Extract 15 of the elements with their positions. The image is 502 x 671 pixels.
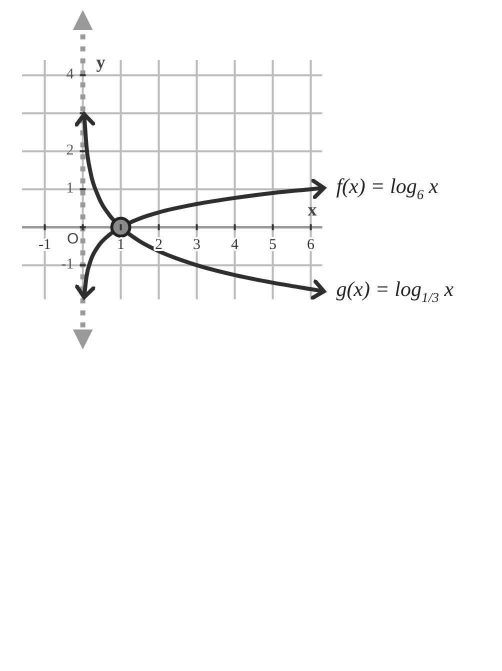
x-axis-title: x (308, 199, 317, 220)
x-tick-label: -1 (38, 236, 52, 253)
annotation: O (66, 230, 79, 248)
series-label: f(x) = log$_{6}$x (336, 174, 439, 202)
series-label: g(x) = log$_{1/3}$x (336, 276, 454, 305)
x-tick-label: 6 (307, 236, 316, 253)
x-tick-label: 5 (269, 236, 277, 253)
y-axis-title: y (96, 52, 106, 72)
y-tick-label: 1 (66, 180, 74, 197)
y-tick-label: -1 (61, 256, 74, 273)
y-tick-label: 2 (66, 142, 74, 159)
y-tick-label: 4 (66, 66, 74, 83)
x-tick-label: 1 (117, 236, 125, 253)
x-tick-label: 4 (231, 236, 240, 253)
x-tick-label: 3 (193, 236, 201, 253)
